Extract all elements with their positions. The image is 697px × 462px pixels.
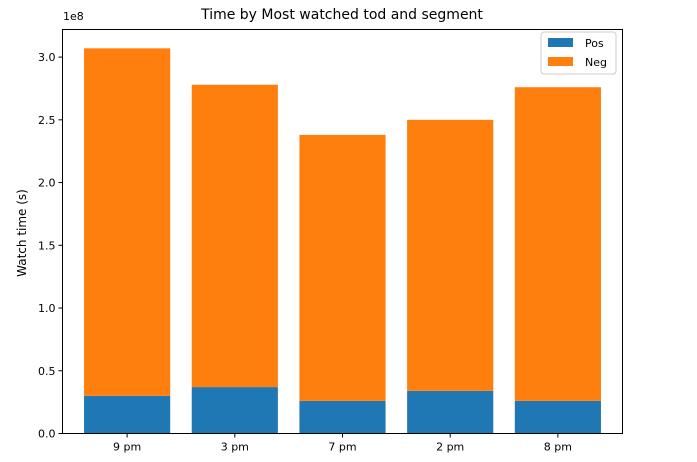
legend-label-pos: Pos [585, 37, 604, 50]
y-axis-label: Watch time (s) [15, 189, 29, 277]
bars-layer [84, 48, 601, 434]
legend-label-neg: Neg [585, 56, 607, 69]
bar-neg-3-pm [191, 84, 278, 388]
bar-neg-8-pm [514, 87, 601, 401]
bar-neg-2-pm [407, 119, 494, 391]
y-offset-label: 1e8 [63, 10, 84, 23]
x-axis-ticks: 9 pm 3 pm 7 pm 2 pm 8 pm [113, 433, 572, 454]
bar-neg-9-pm [84, 48, 171, 396]
y-tick-label: 1.0 [38, 302, 56, 315]
bar-pos-2-pm [407, 390, 494, 434]
bar-pos-8-pm [514, 400, 601, 434]
y-tick-label: 3.0 [38, 51, 56, 64]
legend: Pos Neg [540, 31, 617, 75]
y-tick-label: 0.0 [38, 428, 56, 441]
y-tick-label: 2.5 [38, 114, 56, 127]
y-tick-label: 2.0 [38, 177, 56, 190]
y-axis-ticks: 0.0 0.5 1.0 1.5 2.0 2.5 3.0 [38, 51, 63, 441]
x-tick-label: 8 pm [544, 441, 572, 454]
x-tick-label: 7 pm [328, 441, 356, 454]
bar-neg-7-pm [299, 134, 386, 401]
plot-frame [62, 29, 623, 434]
x-tick-label: 2 pm [436, 441, 464, 454]
x-tick-label: 3 pm [221, 441, 249, 454]
legend-swatch-pos [548, 38, 573, 47]
x-tick-label: 9 pm [113, 441, 141, 454]
chart-title: Time by Most watched tod and segment [200, 7, 483, 23]
legend-swatch-neg [548, 57, 573, 66]
bar-pos-9-pm [84, 395, 171, 434]
bar-pos-7-pm [299, 400, 386, 434]
bar-pos-3-pm [191, 387, 278, 434]
y-tick-label: 1.5 [38, 239, 56, 252]
y-tick-label: 0.5 [38, 365, 56, 378]
